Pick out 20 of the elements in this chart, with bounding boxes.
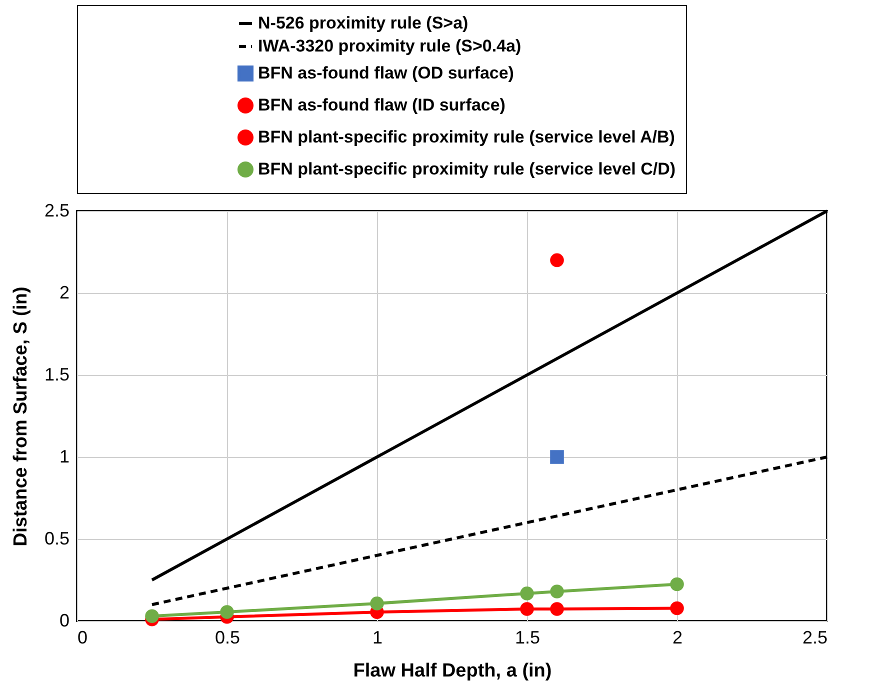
x-tick-label: 2.5 (802, 628, 828, 648)
y-tick-label: 0.5 (44, 528, 70, 548)
x-tick-label: 2 (672, 628, 683, 648)
legend-label: BFN plant-specific proximity rule (service level A/B) (258, 128, 675, 146)
legend-label: BFN as-found flaw (OD surface) (258, 64, 514, 82)
y-tick-label: 0 (59, 610, 70, 630)
x-axis-title: Flaw Half Depth, a (in) (353, 660, 552, 682)
y-tick-label: 2 (59, 282, 70, 302)
y-tick-label: 1.5 (44, 364, 70, 384)
y-tick-label: 1 (59, 446, 70, 466)
x-tick-label: 1 (372, 628, 383, 648)
legend-label: BFN plant-specific proximity rule (service level C/D) (258, 160, 676, 178)
y-tick-label: 2.5 (44, 200, 70, 220)
legend-label: N-526 proximity rule (S>a) (258, 14, 468, 32)
x-tick-label: 0.5 (214, 628, 240, 648)
legend-label: IWA-3320 proximity rule (S>0.4a) (258, 36, 522, 56)
y-axis-title: Distance from Surface, S (in) (10, 286, 32, 546)
x-tick-label: 1.5 (514, 628, 540, 648)
x-tick-label: 0 (78, 628, 88, 648)
legend-label: BFN as-found flaw (ID surface) (258, 96, 506, 114)
